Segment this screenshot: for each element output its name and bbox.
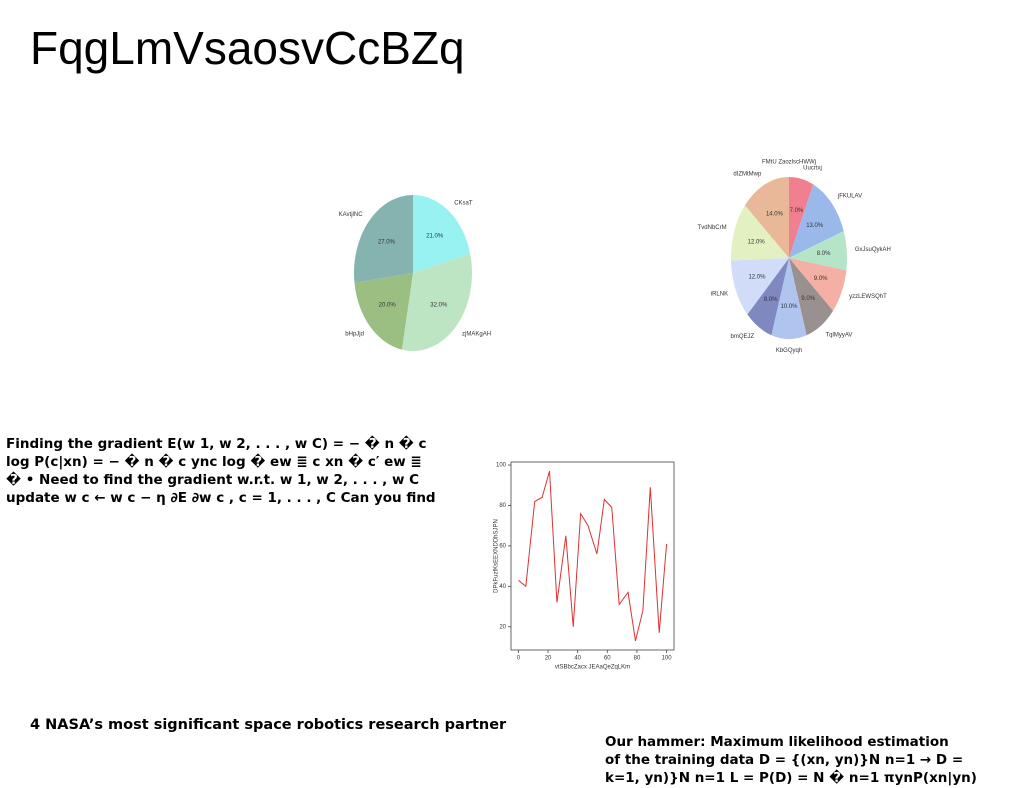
slice-label: bHpJjd [345,331,364,337]
pie-slice [731,205,789,261]
x-tick-label: 80 [634,656,641,662]
paragraph-line: k=1, yn)}N n=1 L = P(D) = N � n=1 πynP(x… [605,769,977,786]
slice-value-label: 9.0% [801,296,815,302]
pie-slice [354,273,413,350]
slice-value-label: 21.0% [426,234,444,240]
pie-slice [747,258,789,336]
slide-title: FqgLmVsaosvCcBZq [30,22,465,74]
paragraph-line: Our hammer: Maximum likelihood estimatio… [605,734,949,750]
slice-value-label: 20.0% [379,303,397,309]
data-line [518,470,668,642]
paragraph-line: 4 NASA’s most significant space robotics… [30,717,507,733]
x-tick-label: 0 [517,656,521,662]
chart-title: FMtU ZaozlscHWWj [762,160,816,166]
x-tick-label: 60 [604,656,611,662]
slice-label: TqlMyyAV [826,333,853,339]
pie-slice [413,195,471,273]
x-tick-label: 40 [574,656,581,662]
slice-label: GxJsuQykAH [855,247,891,253]
x-tick-label: 100 [662,656,673,662]
plot-frame [510,461,675,651]
pie-slice [354,195,413,283]
pie-slice [789,258,834,336]
pie-slice [771,258,807,339]
slice-label: KbGQyqh [776,348,802,354]
slice-value-label: 7.0% [790,208,804,214]
pie-slice [401,253,472,351]
slice-value-label: 9.0% [814,276,828,282]
y-tick-label: 40 [499,584,506,590]
slice-label: CKsaT [454,200,473,206]
slice-value-label: 13.0% [806,223,824,229]
pie-slice [789,231,847,271]
slice-label: KAvtjlNC [339,212,364,218]
paragraph-line: Finding the gradient E(w 1, w 2, . . . ,… [6,435,427,452]
slice-value-label: 14.0% [766,211,784,217]
slice-label: TvdNbCrM [698,225,727,231]
pie-slice [789,184,844,258]
slice-label: Uucrtxj [803,165,822,171]
slice-label: iRLNK [711,292,728,298]
slice-value-label: 12.0% [748,239,766,245]
paragraph-line: � • Need to find the gradient w.r.t. w 1… [6,471,419,488]
slice-label: jFKULAV [837,193,862,199]
paragraph-line: update w c ← w c − η ∂E ∂w c , c = 1, . … [6,490,436,506]
slice-label: zjMAKgAH [462,331,491,337]
pie-slice [789,258,847,311]
paragraph-line: of the training data D = {(xn, yn)}N n=1… [605,752,963,768]
y-axis-label: DPkFuzfKsEEXNDDhSJPN [494,519,500,593]
slice-value-label: 27.0% [378,240,396,246]
pie-slice [744,177,789,258]
y-tick-label: 80 [499,503,506,509]
slice-value-label: 8.0% [764,297,778,303]
slice-label: bmQEJZ [731,334,755,340]
slice-value-label: 32.0% [430,303,448,309]
slice-value-label: 10.0% [780,304,798,310]
x-tick-label: 20 [545,656,552,662]
slice-value-label: 8.0% [817,251,831,257]
x-axis-label: vtSBbcZacx JEAaQeZqLKm [555,665,630,671]
y-tick-label: 100 [496,463,507,469]
y-tick-label: 20 [499,624,506,630]
slice-label: yzzLEWSQhT [849,294,887,300]
slice-label: dIZMtMwp [733,172,762,178]
paragraph-line: log P(c|xn) = − � n � c ync log � ew ≣ c… [6,453,422,470]
pie-slice [731,258,789,315]
slice-value-label: 12.0% [748,275,766,281]
pie-slice [789,177,814,258]
y-tick-label: 60 [499,543,506,549]
